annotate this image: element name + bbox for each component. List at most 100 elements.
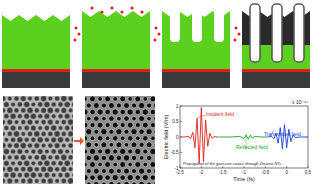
sem-hole	[61, 167, 66, 172]
sem-hole	[45, 138, 50, 143]
sem-hole	[55, 108, 60, 113]
pore	[272, 4, 282, 62]
sem-hole	[109, 116, 114, 121]
schematic-panel	[82, 4, 150, 88]
sem-hole	[135, 175, 140, 180]
sem-hole	[4, 126, 9, 131]
sem-hole	[14, 167, 19, 172]
sem-hole	[35, 108, 40, 113]
sem-hole	[17, 149, 22, 154]
sem-hole	[109, 182, 114, 185]
x-tick	[265, 166, 266, 168]
ion	[238, 33, 241, 36]
sem-hole	[116, 155, 121, 160]
sem-hole	[90, 175, 95, 180]
sem-hole	[139, 168, 145, 174]
sem-hole	[142, 175, 148, 181]
sem-hole	[7, 132, 12, 137]
sem-hole	[85, 162, 87, 167]
sem-hole	[65, 114, 70, 119]
sem-hole	[154, 116, 155, 122]
sem-hole	[120, 175, 125, 180]
sem-hole	[65, 173, 70, 178]
sem-hole	[41, 108, 46, 113]
sem-hole	[69, 167, 73, 171]
sem-hole	[120, 109, 125, 114]
sem-hole	[48, 166, 54, 172]
sem-hole	[128, 97, 133, 102]
sem-background	[3, 96, 73, 184]
sem-hole	[18, 126, 22, 130]
sem-hole	[58, 114, 63, 119]
sem-hole	[42, 144, 46, 148]
sem-hole	[52, 173, 56, 177]
sem-hole	[105, 123, 110, 128]
sem-holes	[85, 96, 155, 184]
sem-hole	[55, 96, 60, 101]
sem-hole	[21, 167, 26, 172]
sem-hole	[35, 179, 39, 183]
sem-hole	[21, 132, 25, 136]
x-tick	[244, 166, 245, 168]
sem-hole	[68, 178, 73, 184]
sem-hole	[101, 103, 106, 108]
annotation: Propagation of the gaussian source throu…	[183, 161, 281, 166]
sem-hole	[150, 96, 155, 102]
sem-hole	[154, 156, 155, 161]
sem-hole	[143, 97, 148, 102]
sem-hole	[113, 136, 118, 141]
sem-hole	[24, 138, 29, 143]
sem-hole	[105, 148, 111, 154]
sem-hole	[61, 155, 67, 161]
sem-hole	[154, 102, 156, 108]
sem-hole	[18, 161, 23, 166]
sem-hole	[68, 155, 73, 160]
sem-hole	[44, 161, 50, 167]
sem-hole	[18, 102, 23, 107]
sem-hole	[24, 173, 29, 178]
x-tick-label: -1	[242, 170, 246, 175]
y-tick-label: 0.5	[172, 119, 179, 124]
sem-hole	[102, 182, 107, 184]
sem-hole	[34, 96, 39, 101]
sem-hole	[41, 120, 46, 125]
sem-hole	[38, 102, 43, 107]
pore	[294, 4, 304, 62]
x-tick	[180, 166, 181, 168]
sem-hole	[112, 109, 118, 115]
sem-hole	[3, 108, 5, 113]
sem-hole	[51, 161, 56, 166]
sem-hole	[21, 179, 26, 184]
sem-hole	[101, 155, 106, 160]
sem-hole	[105, 96, 111, 102]
sem-hole	[154, 181, 155, 184]
x-tick	[201, 166, 202, 168]
sem-hole	[21, 120, 26, 125]
sem-hole	[48, 120, 53, 125]
y-axis-label: Electric field (V/m)	[163, 115, 169, 160]
ion	[75, 27, 78, 30]
sem-hole	[90, 136, 95, 141]
sem-hole	[4, 173, 9, 178]
sem-hole	[61, 120, 66, 125]
sem-hole	[54, 131, 60, 137]
sem-hole	[14, 179, 18, 183]
sem-hole	[85, 136, 88, 141]
schematic-panel	[162, 4, 230, 88]
ion	[78, 33, 81, 36]
sem-hole	[86, 142, 92, 148]
sem-hole	[116, 169, 121, 174]
sem-hole	[124, 168, 130, 174]
substrate	[162, 72, 230, 88]
film	[162, 4, 230, 69]
sem-hole	[4, 114, 9, 119]
sem-hole	[142, 122, 148, 128]
sem-hole	[51, 125, 57, 131]
sem-hole	[120, 148, 126, 154]
sem-hole	[146, 142, 152, 148]
x-tick-label: -1.5	[219, 170, 227, 175]
annotation: Reflected field	[236, 144, 268, 150]
sem-hole	[38, 149, 43, 154]
sem-hole	[48, 108, 54, 114]
sem-hole	[31, 102, 35, 106]
